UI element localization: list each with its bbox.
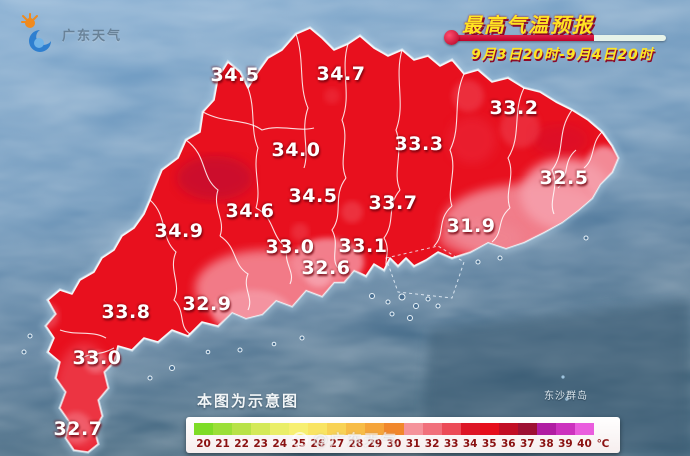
legend-tick: 37 (520, 437, 535, 450)
legend-color-cell (346, 423, 366, 435)
legend-unit: ℃ (596, 437, 610, 450)
legend-tick: 32 (424, 437, 440, 450)
legend-color-cell (194, 423, 214, 435)
legend-color-cell (403, 423, 423, 435)
legend-tick: 27 (329, 437, 345, 450)
forecast-period: 9月3日20时-9月4日20时 (471, 47, 654, 63)
legend-tick: 28 (348, 437, 364, 450)
islands (21, 235, 589, 381)
legend-tick: 26 (310, 437, 326, 450)
legend-bar-spacer (594, 423, 612, 435)
legend-tick-labels: 20 21 22 23 24 25 26 27 28 29 30 31 32 33 34 35 36 37 38 39… (194, 436, 612, 451)
legend-tick: 23 (253, 437, 268, 450)
legend-color-cell (365, 423, 385, 435)
thermometer-fill (452, 35, 594, 41)
legend-color-cell (498, 423, 518, 435)
legend-tick: 36 (500, 437, 516, 450)
legend-color-cell (232, 423, 252, 435)
legend-color-bar (194, 423, 612, 435)
map-disclaimer: 本图为示意图 (197, 392, 300, 410)
guangdong-weather-logo-icon (21, 13, 51, 52)
brand-logo: 广东天气 (18, 12, 122, 56)
legend-tick: 33 (443, 437, 459, 450)
brand-logo-text: 广东天气 (62, 28, 123, 44)
legend-color-cell (574, 423, 594, 435)
legend-color-cell (555, 423, 575, 435)
legend-tick: 21 (215, 437, 230, 450)
legend-tick: 31 (405, 437, 421, 450)
temperature-legend: 20 21 22 23 24 25 26 27 28 29 30 31 32 33 34 35 36 37 38 39… (186, 417, 620, 453)
thermometer-graphic (444, 30, 668, 45)
dongsha-islands-marks (561, 375, 569, 401)
dashed-boundary (385, 245, 465, 299)
legend-tick: 30 (386, 437, 402, 450)
legend-color-cell (289, 423, 309, 435)
map-title: 最高气温预报 (462, 13, 594, 37)
legend-color-cell (536, 423, 556, 435)
legend-color-cell (213, 423, 233, 435)
legend-tick: 40 (577, 437, 592, 450)
legend-tick: 29 (367, 437, 383, 450)
legend-color-cell (270, 423, 290, 435)
legend-color-cell (422, 423, 442, 435)
dongsha-islands-label: 东沙群岛 (544, 391, 588, 402)
legend-tick: 39 (558, 437, 573, 450)
legend-color-cell (251, 423, 271, 435)
legend-tick: 22 (234, 437, 249, 450)
legend-tick: 38 (539, 437, 554, 450)
legend-tick: 20 (196, 437, 211, 450)
legend-color-cell (327, 423, 347, 435)
legend-tick: 35 (481, 437, 497, 450)
legend-color-cell (308, 423, 328, 435)
legend-tick: 25 (291, 437, 307, 450)
legend-color-cell (460, 423, 480, 435)
legend-color-cell (479, 423, 499, 435)
legend-tick: 34 (462, 437, 478, 450)
thermometer-bulb (444, 30, 459, 45)
prefecture-boundaries (59, 33, 603, 361)
legend-tick: 24 (272, 437, 288, 450)
legend-color-cell (384, 423, 404, 435)
legend-color-cell (517, 423, 537, 435)
legend-color-cell (441, 423, 461, 435)
